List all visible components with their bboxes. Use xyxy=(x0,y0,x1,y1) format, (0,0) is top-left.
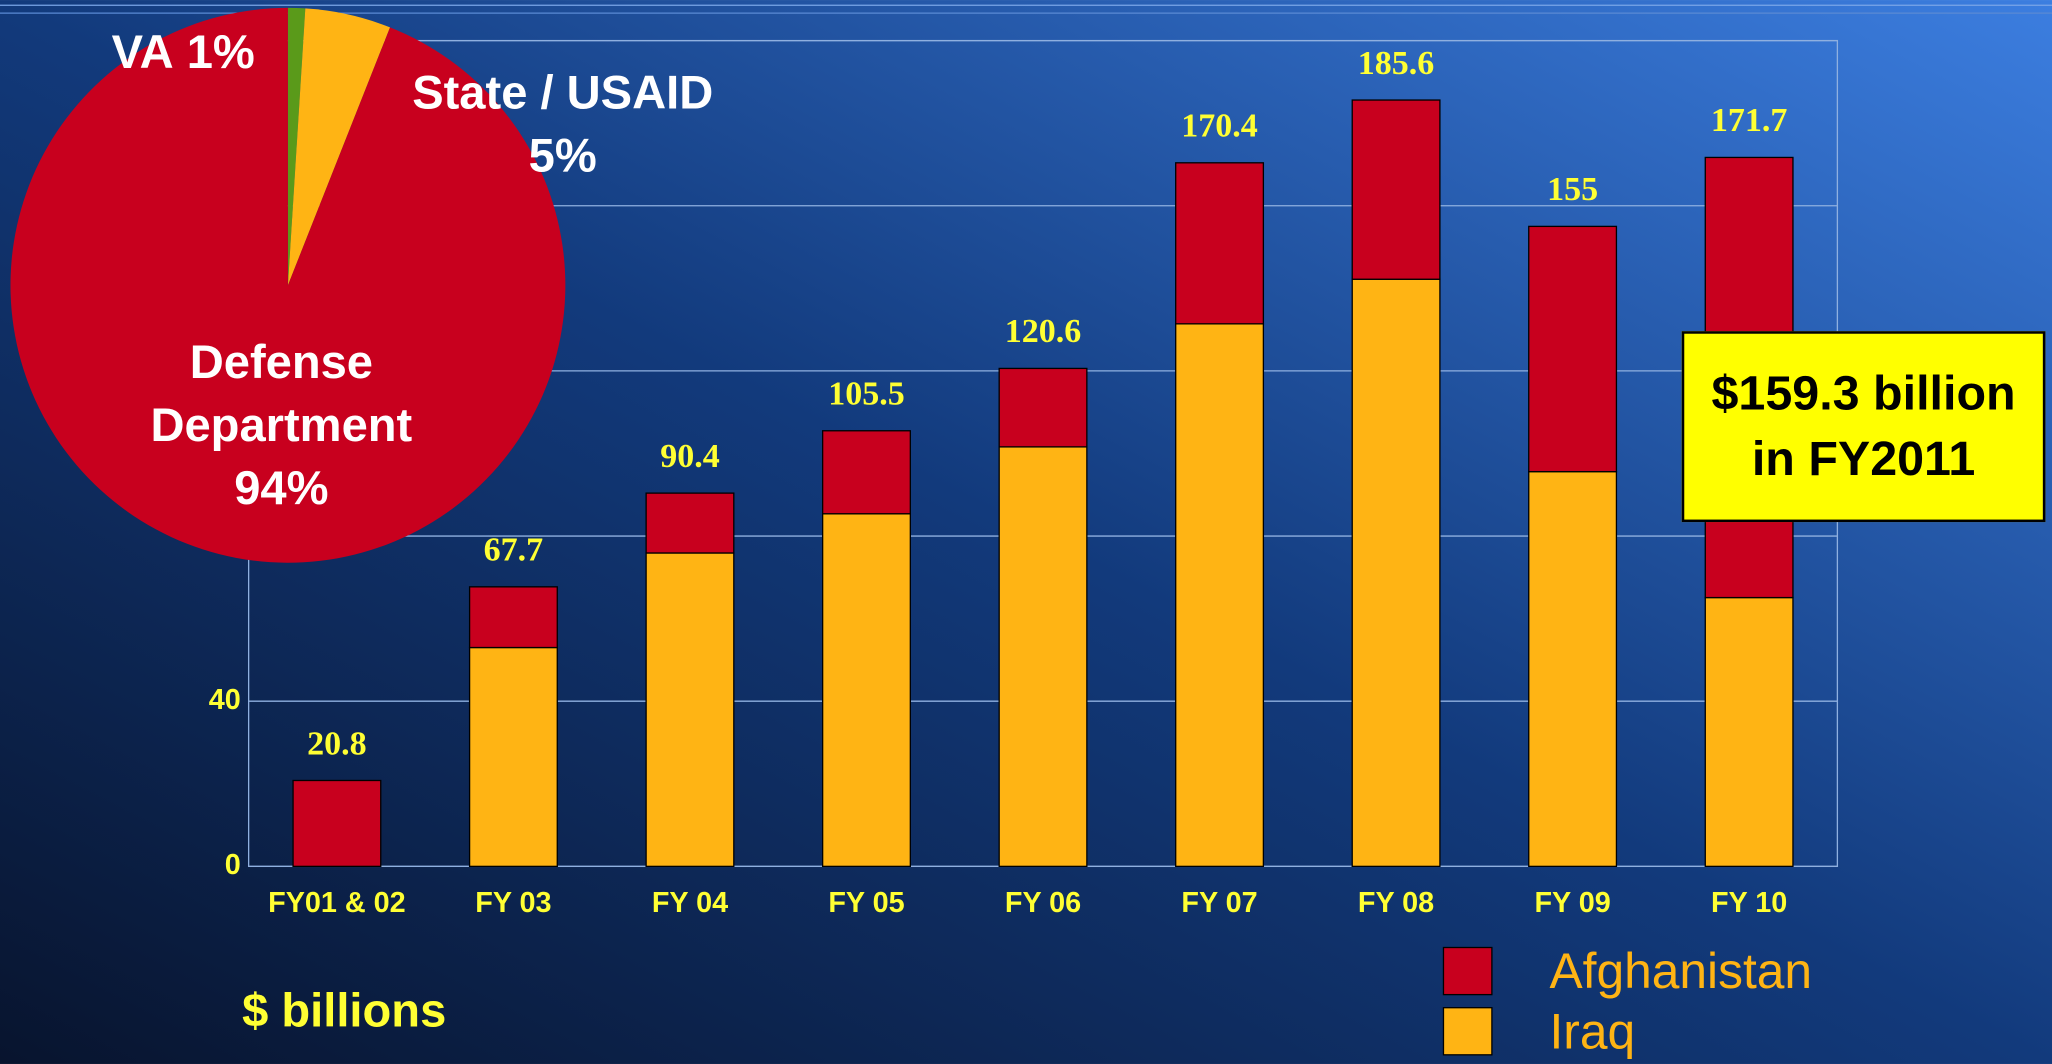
total-label: 170.4 xyxy=(1181,108,1258,145)
pie-label-value: 5% xyxy=(528,128,597,182)
y-axis-label: $ billions xyxy=(242,984,446,1037)
bar-segment xyxy=(645,492,735,554)
x-tick-label: FY 10 xyxy=(1711,887,1787,919)
pie-label-name: Defense Department xyxy=(150,335,413,452)
pie-slice xyxy=(287,7,306,286)
total-label: 67.7 xyxy=(484,532,544,569)
x-tick-label: FY 04 xyxy=(652,887,728,919)
bar-segment xyxy=(1528,470,1618,868)
x-tick-label: FY 09 xyxy=(1534,887,1610,919)
total-label: 90.4 xyxy=(660,438,720,475)
total-label: 20.8 xyxy=(307,725,367,762)
bar-segment xyxy=(1175,323,1265,868)
total-label: 105.5 xyxy=(828,376,905,413)
bar-segment xyxy=(468,646,558,868)
bar-segment xyxy=(1351,278,1441,868)
x-tick-label: FY 03 xyxy=(475,887,551,919)
annotation-text: $159.3 billion in FY2011 xyxy=(1711,366,2016,486)
pie-label: VA 1% xyxy=(52,0,314,105)
x-tick-label: FY01 & 02 xyxy=(268,887,406,919)
pie-label-name: VA xyxy=(111,24,174,79)
x-tick-label: FY 07 xyxy=(1181,887,1257,919)
pie-label-box: VA 1% xyxy=(52,0,314,105)
pie-label: State / USAID 5% xyxy=(380,52,746,196)
pie-label-box: State / USAID 5% xyxy=(380,52,746,196)
bar-segment xyxy=(821,430,911,515)
legend-label: Iraq xyxy=(1549,1003,1635,1059)
x-tick-label: FY 06 xyxy=(1005,887,1081,919)
bar-segment xyxy=(1528,225,1618,473)
bar-segment xyxy=(292,779,382,868)
total-label: 120.6 xyxy=(1005,313,1082,350)
pie-slice xyxy=(10,7,566,563)
bar-segment xyxy=(645,552,735,868)
pie-label-name: State / USAID xyxy=(412,65,714,120)
bar-segment xyxy=(1704,596,1794,868)
bar-segment xyxy=(1175,162,1265,325)
y-tick-label: 0 xyxy=(225,849,241,881)
annotation: $159.3 billion in FY2011 xyxy=(1681,331,2046,523)
bar-segment xyxy=(998,367,1088,448)
pie-label: Defense Department 94% xyxy=(92,321,472,530)
total-label: 171.7 xyxy=(1711,102,1788,139)
pie-label-value: 1% xyxy=(186,24,255,79)
bar-segment xyxy=(1351,99,1441,280)
bar-segment xyxy=(821,513,911,868)
pie-label-box: Defense Department 94% xyxy=(92,321,472,530)
legend-swatch xyxy=(1442,1007,1493,1056)
pie-label-value: 94% xyxy=(234,460,329,515)
legend-swatch xyxy=(1442,946,1493,996)
pie-slice xyxy=(287,8,391,286)
bar-segment xyxy=(998,446,1088,868)
x-tick-label: FY 08 xyxy=(1358,887,1434,919)
bar-segment xyxy=(468,586,558,649)
legend-label: Afghanistan xyxy=(1549,943,1812,999)
x-tick-label: FY 05 xyxy=(828,887,904,919)
total-label: 185.6 xyxy=(1358,45,1435,82)
y-tick-label: 40 xyxy=(209,684,241,716)
annotation-box: $159.3 billion in FY2011 xyxy=(1681,331,2046,523)
total-label: 155 xyxy=(1547,171,1598,208)
